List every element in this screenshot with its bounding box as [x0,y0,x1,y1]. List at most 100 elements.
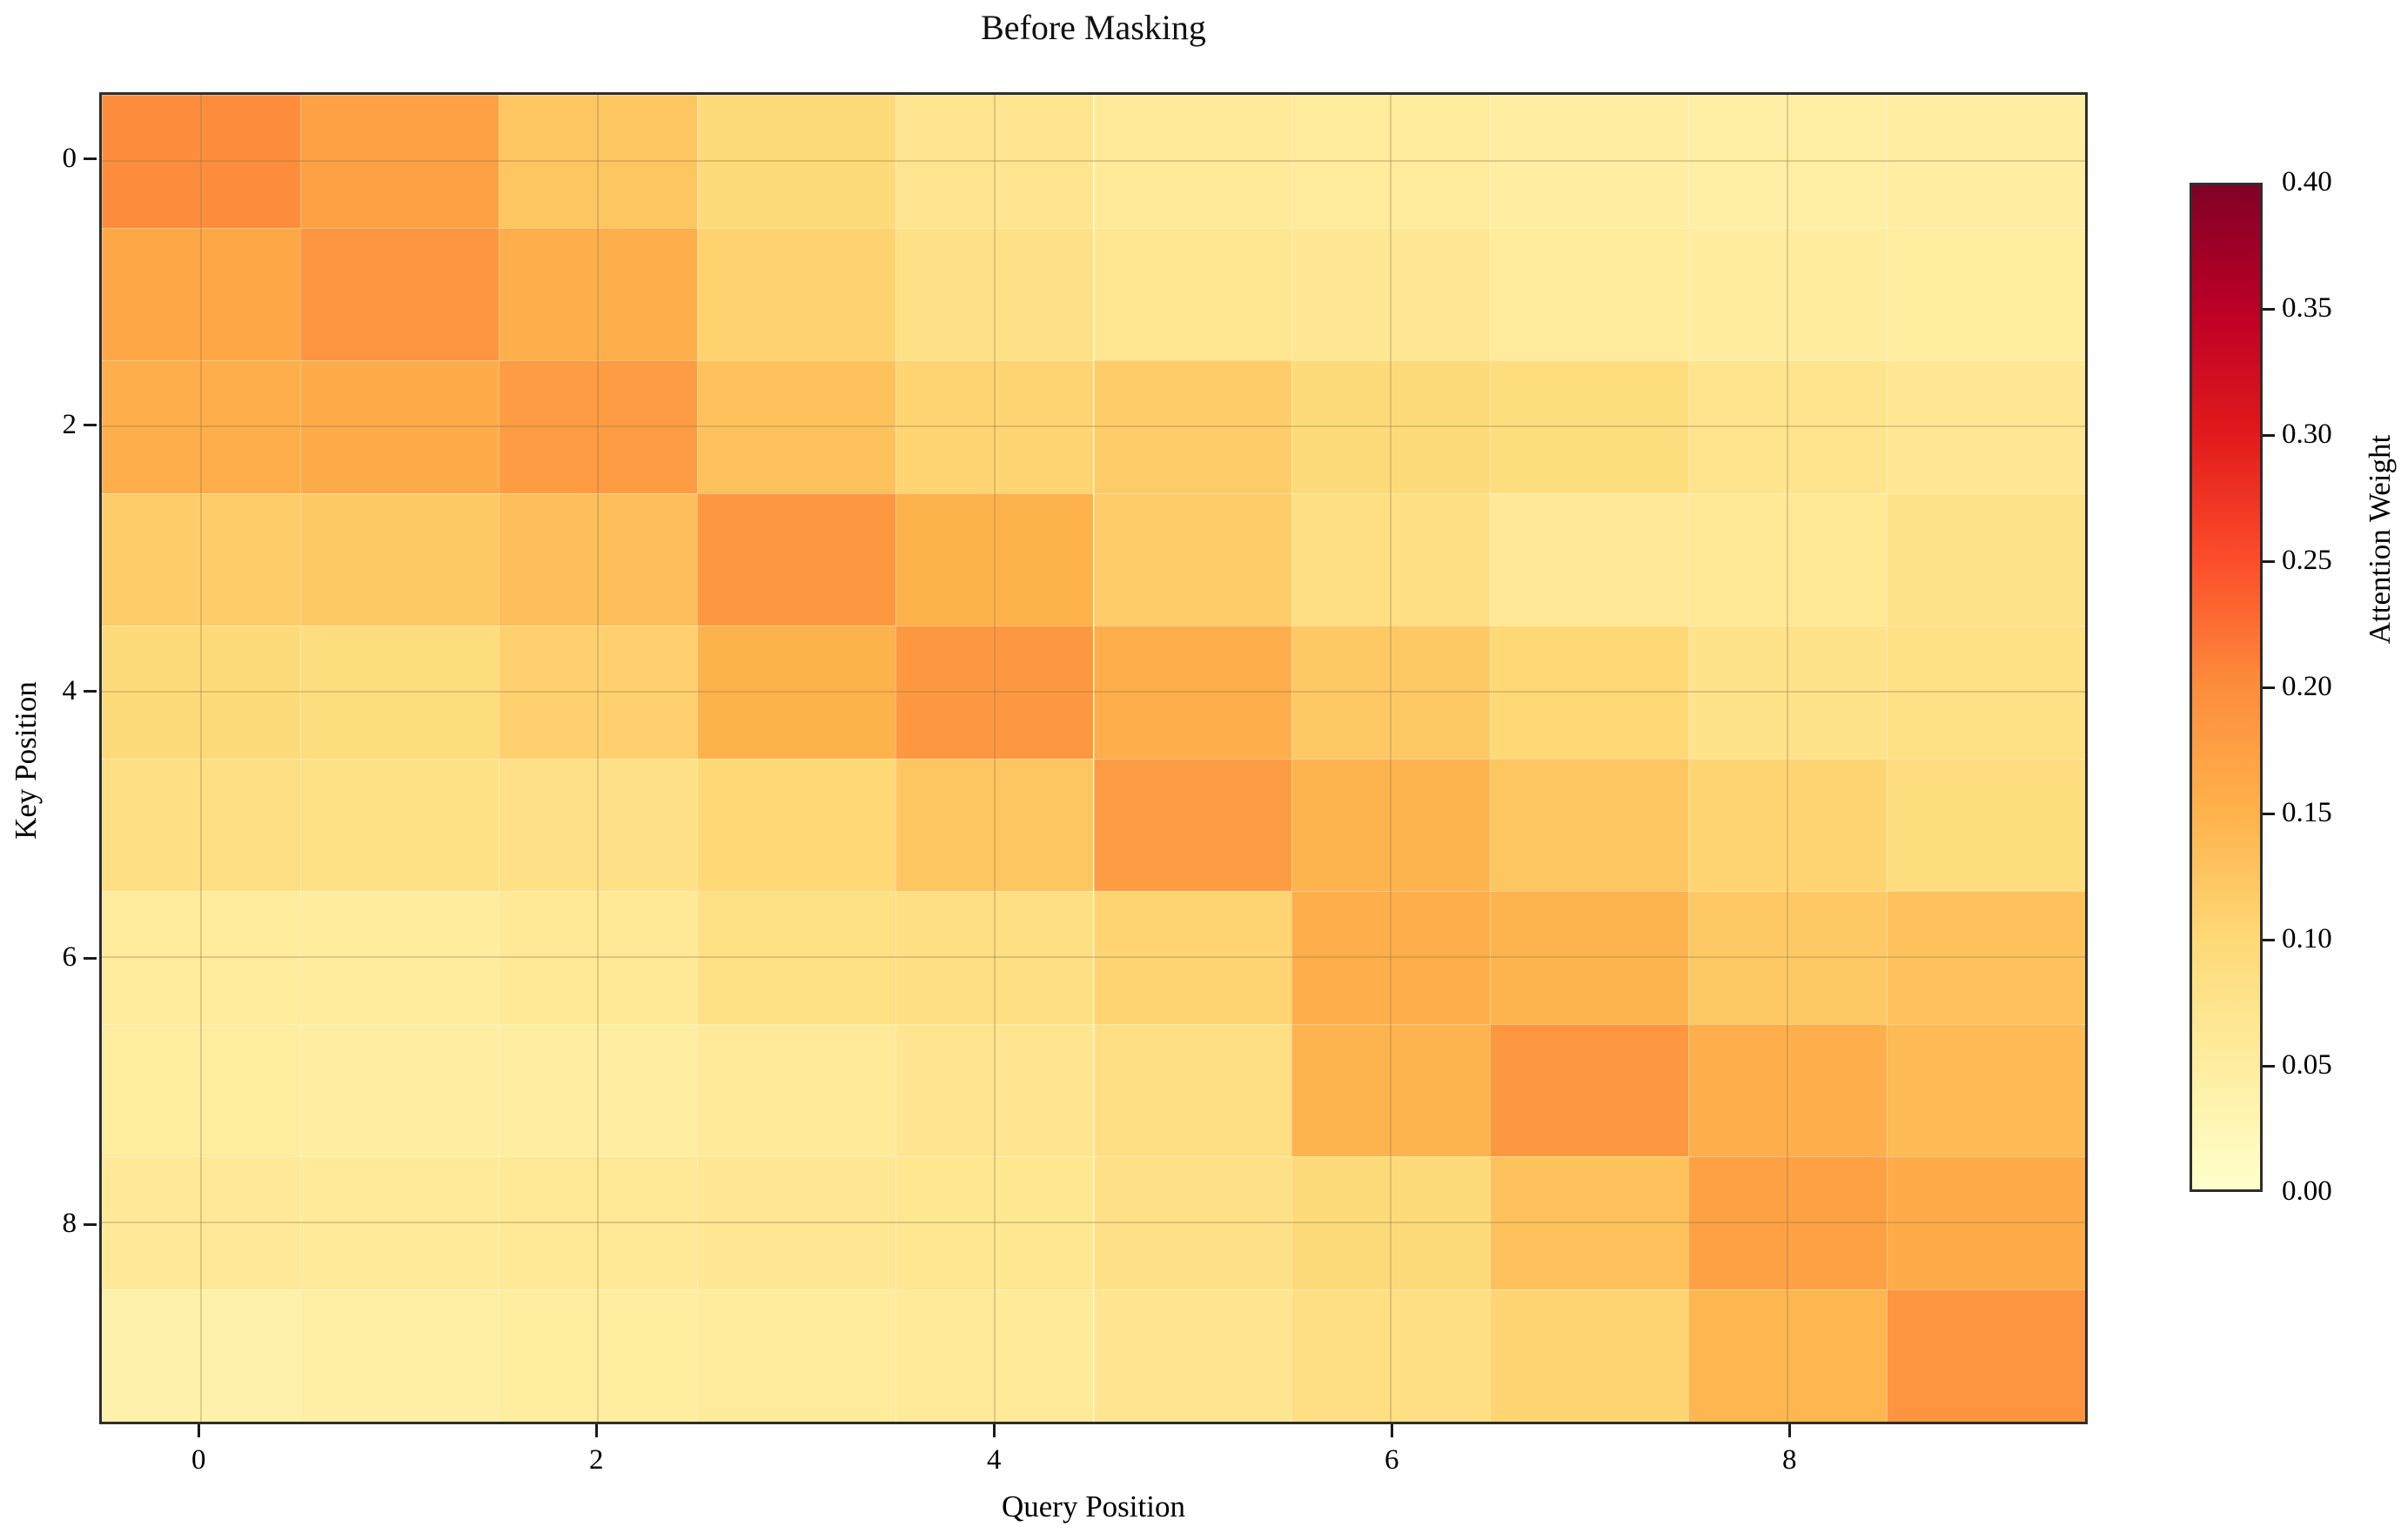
heatmap-cell [1093,758,1292,891]
heatmap-cell [299,95,499,228]
colorbar-tick-label: 0.15 [2282,797,2332,828]
heatmap-cell [498,360,697,493]
heatmap-cell [299,1156,499,1289]
heatmap-cell [498,1156,697,1289]
colorbar-tick-mark [2263,938,2275,941]
heatmap-cell [696,360,895,493]
heatmap-cell [1490,626,1689,759]
heatmap-cell [1688,227,1888,360]
heatmap-cell [1490,758,1689,891]
heatmap-cell [1291,758,1491,891]
y-tick-label: 4 [62,674,77,706]
heatmap-cell [1291,891,1491,1024]
heatmap-cell [1887,492,2085,626]
x-tick-mark [1787,1424,1791,1437]
heatmap-cell [696,227,895,360]
x-tick-mark [992,1424,996,1437]
heatmap-cell [696,1289,895,1422]
heatmap-cell [895,1156,1094,1289]
colorbar-tick-label: 0.35 [2282,292,2332,324]
gridline-horizontal [102,160,2085,163]
y-tick-mark [84,157,97,161]
heatmap-cell [1490,1289,1689,1422]
heatmap-cell [1490,1156,1689,1289]
heatmap-cell [498,1023,697,1156]
x-tick-label: 8 [1782,1444,1797,1476]
heatmap-cell [1291,1023,1491,1156]
heatmap-cell [498,626,697,759]
y-tick-mark [84,690,97,693]
heatmap-cell [696,891,895,1024]
heatmap-cell [1093,626,1292,759]
heatmap-cell [102,492,300,626]
x-tick-label: 4 [987,1444,1002,1476]
heatmap-cells [102,95,2085,1422]
heatmap-cell [1490,95,1689,228]
heatmap-cell [299,891,499,1024]
heatmap-cell [102,891,300,1024]
heatmap-cell [1688,1023,1888,1156]
heatmap-cell [1688,891,1888,1024]
colorbar-tick-label: 0.10 [2282,923,2332,954]
heatmap-cell [1093,227,1292,360]
gridline-vertical [993,95,996,1422]
heatmap-cell [1291,492,1491,626]
heatmap-cell [102,1289,300,1422]
gridline-horizontal [102,956,2085,959]
heatmap-cell [696,758,895,891]
heatmap-cell [895,1289,1094,1422]
heatmap-cell [299,492,499,626]
heatmap-cell [1093,1023,1292,1156]
heatmap-cell [1490,360,1689,493]
heatmap-cell [696,1156,895,1289]
colorbar-tick-mark [2263,812,2275,815]
gridline-horizontal [102,1222,2085,1224]
y-tick-label: 0 [62,142,77,174]
heatmap-cell [895,95,1094,228]
heatmap-cell [1688,758,1888,891]
heatmap-cell [895,227,1094,360]
gridline-horizontal [102,425,2085,428]
colorbar-tick-mark [2263,307,2275,311]
page-title: Before Masking [981,8,1206,47]
heatmap-cell [102,1023,300,1156]
y-tick-mark [84,424,97,427]
heatmap-cell [299,1289,499,1422]
heatmap-cell [102,758,300,891]
heatmap-cell [895,758,1094,891]
heatmap-cell [1291,227,1491,360]
colorbar-label: Attention Weight [2363,434,2397,645]
x-tick-mark [1390,1424,1393,1437]
heatmap-cell [498,891,697,1024]
colorbar-tick-mark [2263,433,2275,437]
gridline-vertical [1787,95,1789,1422]
heatmap-cell [1688,492,1888,626]
heatmap-cell [498,758,697,891]
heatmap-cell [895,626,1094,759]
heatmap-cell [1291,1289,1491,1422]
colorbar-tick-mark [2263,686,2275,689]
heatmap-cell [1887,360,2085,493]
heatmap-cell [1688,626,1888,759]
y-axis-label: Key Position [9,681,43,840]
heatmap-cell [102,1156,300,1289]
heatmap-cell [1490,227,1689,360]
heatmap-cell [102,95,300,228]
heatmap-cell [299,758,499,891]
heatmap-cell [1490,492,1689,626]
gridline-horizontal [102,691,2085,693]
heatmap-cell [1887,891,2085,1024]
heatmap-cell [1291,95,1491,228]
heatmap-cell [1887,1023,2085,1156]
y-tick-label: 2 [62,408,77,440]
heatmap-cell [1887,1156,2085,1289]
heatmap-cell [1291,360,1491,493]
colorbar-tick-mark [2263,1064,2275,1068]
heatmap-cell [895,1023,1094,1156]
x-tick-mark [594,1424,598,1437]
heatmap-cell [299,227,499,360]
heatmap-cell [1688,1289,1888,1422]
colorbar-tick-label: 0.25 [2282,545,2332,576]
heatmap-cell [498,1289,697,1422]
